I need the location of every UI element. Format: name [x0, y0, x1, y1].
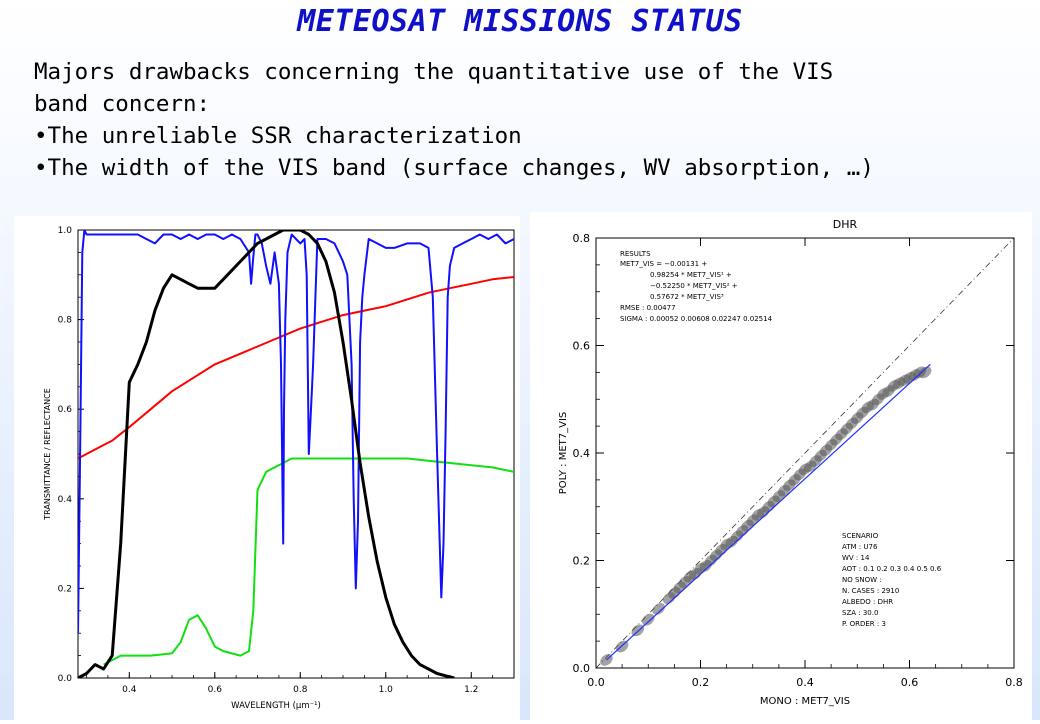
bullet-2: •The width of the VIS band (surface chan… — [34, 155, 874, 181]
scenario-line: AOT : 0.1 0.2 0.3 0.4 0.5 0.6 — [842, 565, 942, 573]
series-blue-line — [78, 230, 514, 634]
y-tick-label: 0.4 — [58, 495, 73, 505]
scatter-point — [641, 613, 655, 626]
y-axis-label: POLY : MET7_VIS — [558, 412, 569, 495]
series-red-line — [78, 276, 514, 460]
y-tick-label: 0.6 — [58, 405, 73, 415]
identity-line — [595, 237, 1015, 669]
y-tick-label: 0.8 — [573, 232, 591, 245]
scatter-point — [652, 602, 665, 615]
series-green-line — [103, 457, 514, 666]
scenario-line: NO SNOW : — [842, 576, 882, 584]
scenario-line: ATM : U76 — [842, 543, 878, 551]
y-tick-label: 1.0 — [58, 226, 73, 236]
series-black-line — [78, 230, 455, 678]
scatter-point — [631, 624, 645, 637]
x-tick-label: 0.4 — [122, 685, 137, 695]
scenario-line: WV : 14 — [842, 554, 870, 562]
scenario-line: P. ORDER : 3 — [842, 620, 886, 628]
series-group — [78, 230, 514, 678]
y-tick-label: 0.4 — [573, 447, 591, 460]
slide-title: METEOSAT MISSIONS STATUS — [297, 4, 743, 39]
bullet-1: •The unreliable SSR characterization — [34, 123, 522, 149]
scenario-line: SZA : 30.0 — [842, 609, 878, 617]
scatter-point — [918, 366, 932, 379]
results-heading: RESULTS — [620, 250, 651, 258]
results-line: RMSE : 0.00477 — [620, 304, 676, 312]
paragraph-line-1: Majors drawbacks concerning the quantita… — [34, 59, 834, 85]
scatter-chart: DHR 0.0 0.2 0.4 0.6 0.8 0.0 0.2 0.4 0.6 0.8 MONO : … — [558, 218, 1023, 707]
x-tick-label: 1.0 — [379, 685, 394, 695]
results-line: 0.98254 * MET7_VIS¹ + — [650, 271, 732, 279]
scenario-heading: SCENARIO — [842, 532, 879, 540]
x-tick-label: 0.8 — [293, 685, 308, 695]
y-axis-label: TRANSMITTANCE / REFLECTANCE — [43, 388, 52, 520]
x-tick-label: 0.4 — [796, 676, 814, 689]
x-tick-label: 0.6 — [901, 676, 919, 689]
x-tick-label: 0.0 — [587, 676, 605, 689]
x-tick-label: 0.8 — [1005, 676, 1023, 689]
scenario-line: ALBEDO : DHR — [842, 598, 893, 606]
x-tick-label: 0.6 — [208, 685, 223, 695]
y-tick-label: 0.0 — [58, 674, 73, 684]
x-tick-label: 1.2 — [464, 685, 478, 695]
scatter-chart-panel: DHR 0.0 0.2 0.4 0.6 0.8 0.0 0.2 0.4 0.6 0.8 MONO : … — [530, 212, 1032, 720]
chart-title: DHR — [833, 218, 858, 231]
y-tick-label: 0.2 — [573, 555, 591, 568]
results-line: MET7_VIS = −0.00131 + — [620, 260, 707, 268]
y-tick-label: 0.0 — [573, 662, 591, 675]
y-tick-label: 0.8 — [58, 316, 73, 326]
spectral-chart-panel: 0.0 0.2 0.4 0.6 0.8 1.0 0.4 0.6 0.8 1.0 1.2 WAVELEN… — [14, 216, 520, 720]
x-axis-label: WAVELENGTH (µm⁻¹) — [231, 701, 321, 711]
spectral-chart: 0.0 0.2 0.4 0.6 0.8 1.0 0.4 0.6 0.8 1.0 1.2 WAVELEN… — [43, 226, 515, 711]
x-axis-label: MONO : MET7_VIS — [760, 696, 850, 707]
paragraph-line-2: band concern: — [34, 91, 211, 117]
results-line: SIGMA : 0.00052 0.00608 0.02247 0.02514 — [620, 315, 773, 323]
fit-line — [606, 363, 931, 661]
results-line: 0.57672 * MET7_VIS³ — [650, 293, 724, 301]
scenario-line: N. CASES : 2910 — [842, 587, 899, 595]
results-line: −0.52250 * MET7_VIS² + — [650, 282, 738, 290]
y-tick-label: 0.2 — [58, 584, 72, 594]
y-tick-label: 0.6 — [573, 340, 591, 353]
slide-text: Majors drawbacks concerning the quantita… — [34, 56, 1024, 184]
x-tick-label: 0.2 — [692, 676, 710, 689]
